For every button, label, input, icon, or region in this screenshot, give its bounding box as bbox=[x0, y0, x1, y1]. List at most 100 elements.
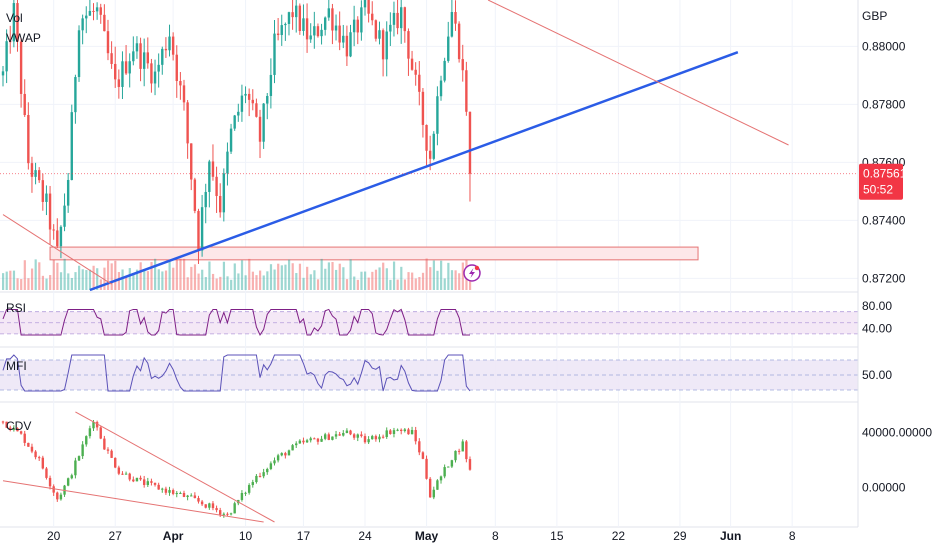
cdv-candle-body bbox=[81, 444, 84, 457]
candle-body bbox=[200, 207, 204, 251]
volume-bar bbox=[244, 275, 247, 290]
volume-bar bbox=[320, 258, 323, 290]
cdv-candle-body bbox=[135, 477, 139, 482]
cdv-candle-body bbox=[327, 434, 330, 440]
candle-body bbox=[168, 36, 171, 51]
candle-body bbox=[48, 193, 52, 230]
candle-body bbox=[407, 31, 410, 59]
cdv-candle-body bbox=[1, 421, 5, 423]
cdv-candle-body bbox=[305, 440, 309, 443]
candle-body bbox=[219, 196, 222, 213]
cdv-candle-body bbox=[447, 466, 450, 468]
volume-bar bbox=[364, 271, 367, 290]
candle-body bbox=[425, 124, 428, 151]
cdv-candle-body bbox=[244, 492, 247, 494]
cdv-candle-body bbox=[410, 430, 414, 435]
rsi-pane-label: RSI bbox=[6, 301, 26, 315]
candle-body bbox=[99, 7, 102, 15]
cdv-candle-body bbox=[30, 446, 34, 452]
volume-bar bbox=[429, 267, 432, 290]
candle-body bbox=[12, 3, 16, 42]
volume-bar bbox=[284, 264, 287, 290]
candle-body bbox=[193, 179, 197, 211]
cdv-candle-body bbox=[121, 473, 124, 475]
cdv-candle-body bbox=[465, 441, 468, 460]
volume-bar bbox=[389, 279, 392, 290]
indicator-label-vol: Vol bbox=[6, 11, 23, 25]
volume-bar bbox=[146, 271, 149, 290]
candle-body bbox=[396, 12, 399, 29]
candle-body bbox=[291, 12, 294, 18]
candle-body bbox=[171, 36, 175, 55]
candle-body bbox=[298, 5, 302, 31]
cdv-candle-body bbox=[421, 452, 425, 459]
cdv-candle-body bbox=[371, 436, 374, 440]
time-tick-label: 27 bbox=[109, 529, 123, 543]
candles bbox=[1, 0, 472, 264]
volume-bar bbox=[251, 271, 254, 290]
price-tick-label: 0.87200 bbox=[862, 271, 906, 285]
cdv-candle-body bbox=[179, 492, 182, 494]
volume-bar bbox=[186, 277, 189, 290]
cdv-candle-body bbox=[200, 501, 204, 505]
time-tick-label: 10 bbox=[239, 529, 253, 543]
volume-bar bbox=[295, 273, 298, 290]
cdv-candle-body bbox=[27, 442, 30, 447]
volume-bar bbox=[103, 267, 106, 290]
candle-body bbox=[106, 31, 110, 54]
volume-bar bbox=[291, 263, 294, 290]
cdv-pane-label: CDV bbox=[6, 419, 31, 433]
volume-bar bbox=[418, 277, 421, 290]
cdv-candle-body bbox=[164, 488, 168, 493]
price-tick-label: 0.87400 bbox=[862, 213, 906, 227]
volume-bar bbox=[63, 258, 66, 290]
volume-bar bbox=[240, 260, 244, 290]
lightning-icon[interactable] bbox=[463, 264, 481, 282]
volume-bar bbox=[385, 268, 388, 290]
cdv-candle-body bbox=[74, 460, 77, 476]
candle-body bbox=[418, 74, 421, 92]
volume-bar bbox=[230, 279, 233, 290]
volume-bar bbox=[143, 269, 146, 290]
candle-body bbox=[309, 35, 312, 40]
candle-body bbox=[284, 23, 287, 26]
volume-bar bbox=[345, 279, 349, 290]
candle-body bbox=[92, 10, 95, 12]
candle-body bbox=[447, 36, 450, 61]
cdv-candle-body bbox=[16, 428, 19, 432]
lightning-icon-bolt bbox=[468, 268, 475, 278]
candle-body bbox=[428, 150, 432, 159]
time-tick-label: Jun bbox=[720, 529, 741, 543]
candle-body bbox=[161, 48, 164, 65]
cdv-candle-body bbox=[193, 495, 197, 499]
volume-bar bbox=[193, 264, 197, 290]
candle-body bbox=[356, 19, 359, 33]
time-tick-label: 24 bbox=[358, 529, 372, 543]
cdv-candle-body bbox=[99, 427, 102, 439]
candle-body bbox=[258, 116, 262, 142]
volume-bar bbox=[461, 262, 464, 290]
volume-bar bbox=[367, 277, 370, 290]
volume-bar bbox=[201, 269, 204, 290]
volume-bar bbox=[208, 261, 211, 290]
volume-bar bbox=[168, 261, 171, 290]
candle-body bbox=[436, 96, 439, 134]
volume-bar bbox=[273, 269, 276, 290]
volume-bar bbox=[331, 262, 334, 290]
volume-bar bbox=[20, 279, 23, 290]
cdv-candle-body bbox=[114, 457, 117, 468]
volume-bar bbox=[56, 262, 59, 290]
volume-bar bbox=[85, 270, 88, 290]
candle-body bbox=[186, 102, 189, 144]
candle-body bbox=[157, 64, 160, 72]
cdv-candle-body bbox=[342, 433, 345, 436]
cdv-candle-body bbox=[280, 453, 283, 456]
volume-bar bbox=[324, 268, 327, 290]
candle-body bbox=[208, 161, 211, 192]
candle-body bbox=[443, 60, 446, 81]
volume-bar bbox=[356, 279, 359, 290]
candle-body bbox=[262, 103, 265, 142]
cdv-candle-body bbox=[211, 503, 215, 509]
